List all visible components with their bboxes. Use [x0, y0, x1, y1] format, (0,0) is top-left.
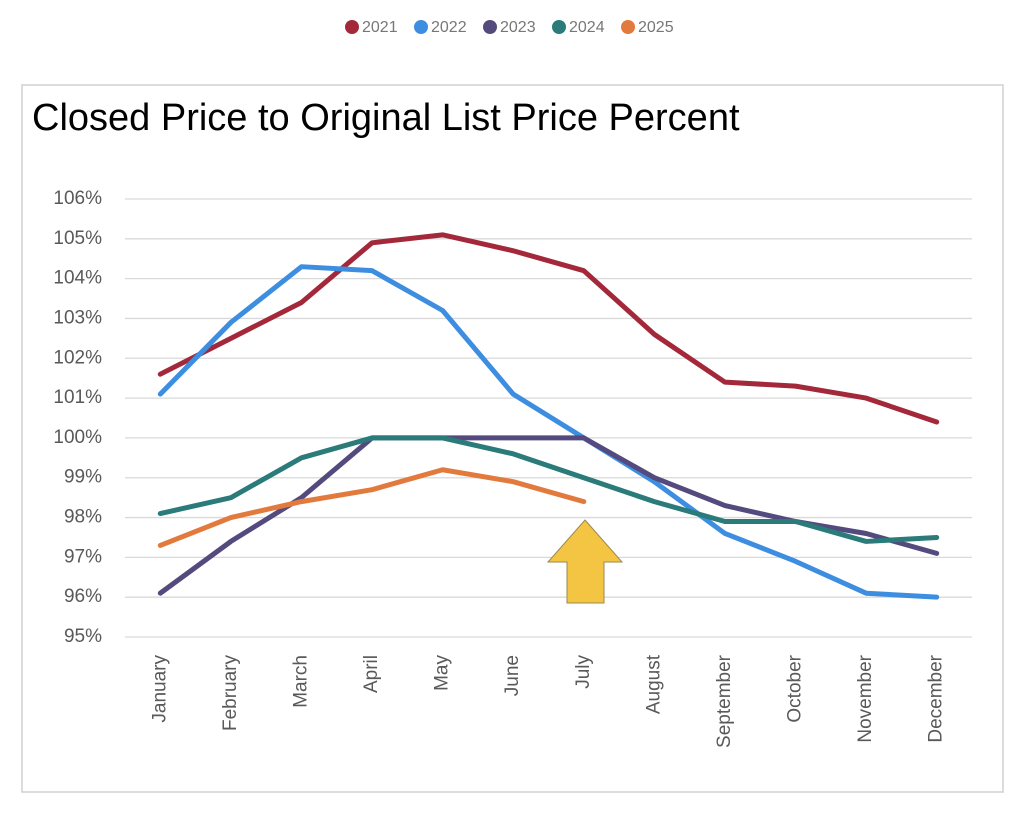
y-tick-label: 99% [64, 467, 102, 488]
x-tick-label: September [714, 654, 735, 748]
x-tick-label: March [290, 655, 311, 708]
legend-label: 2024 [569, 19, 605, 36]
x-tick-label: June [502, 655, 523, 696]
y-tick-label: 103% [53, 307, 102, 328]
x-tick-label: October [785, 654, 806, 722]
legend-marker [483, 20, 497, 34]
legend-marker [414, 20, 428, 34]
legend-label: 2023 [500, 19, 536, 36]
y-tick-label: 96% [64, 586, 102, 607]
legend-marker [345, 20, 359, 34]
y-tick-label: 105% [53, 228, 102, 249]
series-line [157, 467, 587, 548]
x-tick-label: August [643, 654, 664, 714]
legend-marker [552, 20, 566, 34]
x-tick-label: February [220, 655, 241, 732]
series-line [157, 435, 940, 544]
x-tick-label: November [855, 654, 876, 742]
y-tick-label: 95% [64, 626, 102, 647]
x-tick-label: January [149, 655, 170, 723]
legend-label: 2025 [638, 19, 674, 36]
x-tick-label: May [432, 655, 453, 691]
x-tick-label: July [573, 655, 594, 689]
arrow [546, 519, 624, 604]
x-tick-label: April [361, 655, 382, 693]
y-tick-label: 101% [53, 387, 102, 408]
y-tick-label: 106% [53, 188, 102, 209]
legend-label: 2022 [431, 19, 467, 36]
y-tick-label: 104% [53, 268, 102, 289]
legend-marker [621, 20, 635, 34]
x-tick-label: December [926, 654, 947, 742]
y-tick-label: 100% [53, 427, 102, 448]
chart-title: Closed Price to Original List Price Perc… [32, 97, 740, 139]
y-tick-label: 97% [64, 546, 102, 567]
legend-label: 2021 [362, 19, 398, 36]
y-tick-label: 98% [64, 507, 102, 528]
series-line [157, 232, 940, 425]
y-tick-label: 102% [53, 347, 102, 368]
series-line [157, 264, 940, 600]
